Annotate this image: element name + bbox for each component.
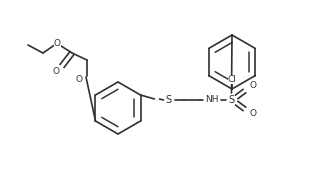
Text: O: O [53,67,60,76]
Text: NH: NH [205,95,218,105]
Text: O: O [76,74,83,83]
Text: S: S [165,95,172,105]
Text: S: S [228,95,235,105]
Text: O: O [249,110,256,119]
Text: O: O [54,39,60,47]
Text: O: O [249,82,256,90]
Text: Cl: Cl [227,74,237,83]
